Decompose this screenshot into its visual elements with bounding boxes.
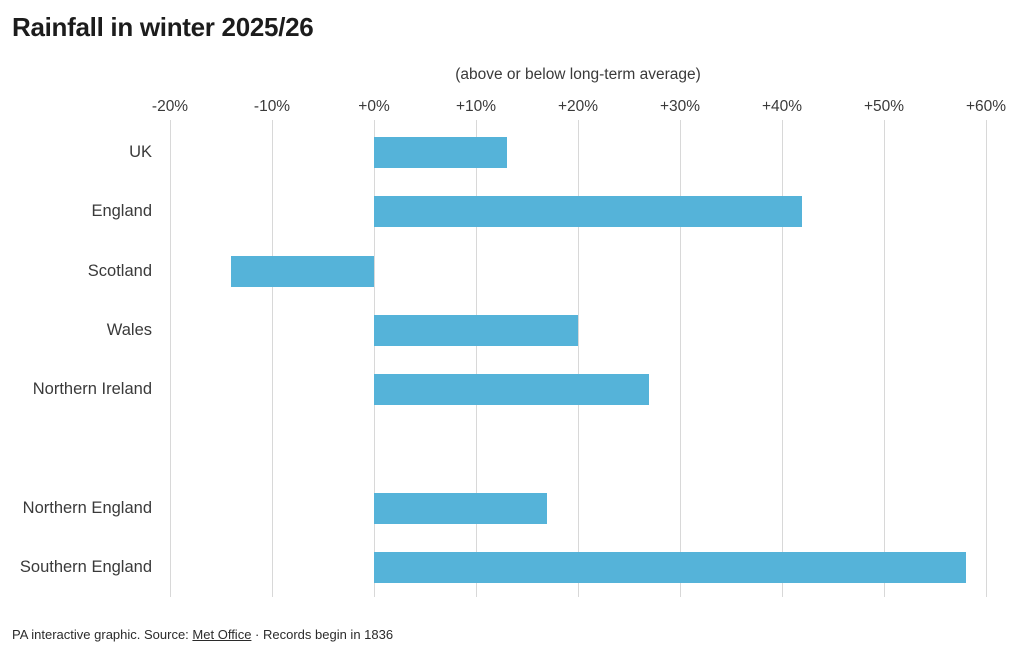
category-label: Northern Ireland xyxy=(32,380,152,398)
bar xyxy=(374,137,507,169)
gridline xyxy=(985,120,987,597)
x-tick-label: -10% xyxy=(253,98,291,115)
gridline xyxy=(373,120,375,597)
bar xyxy=(374,374,650,406)
bar xyxy=(374,551,966,583)
gridline xyxy=(271,120,273,597)
x-tick-label: +30% xyxy=(659,98,701,115)
footer: PA interactive graphic. Source: Met Offi… xyxy=(12,627,393,642)
x-tick-label: +50% xyxy=(863,98,905,115)
category-label: Northern England xyxy=(22,498,152,517)
x-tick-label: +20% xyxy=(557,98,599,115)
x-tick-label: +10% xyxy=(455,98,497,115)
category-label: Southern England xyxy=(19,557,152,576)
category-label: England xyxy=(91,202,152,221)
gridline xyxy=(781,120,783,597)
bar xyxy=(374,196,803,228)
page-title: Rainfall in winter 2025/26 xyxy=(12,12,314,42)
axis-subtitle: (above or below long-term average) xyxy=(455,66,701,83)
gridline xyxy=(883,120,885,597)
gridline xyxy=(169,120,171,597)
category-label: Wales xyxy=(106,320,152,339)
bar xyxy=(374,314,578,346)
footer-records-text: · Records begin in 1836 xyxy=(251,627,394,642)
x-tick-label: +40% xyxy=(761,98,803,115)
x-tick-label: +60% xyxy=(965,98,1007,115)
category-label: UK xyxy=(129,143,152,161)
gridline xyxy=(679,120,681,597)
gridline xyxy=(475,120,477,597)
x-tick-label: -20% xyxy=(151,98,189,115)
bar xyxy=(231,255,374,287)
gridline xyxy=(577,120,579,597)
bar xyxy=(374,492,548,524)
x-tick-label: +0% xyxy=(358,98,390,115)
footer-source-text: PA interactive graphic. Source: xyxy=(12,627,193,642)
category-label: Scotland xyxy=(87,261,152,280)
met-office-link[interactable]: Met Office xyxy=(192,627,252,642)
